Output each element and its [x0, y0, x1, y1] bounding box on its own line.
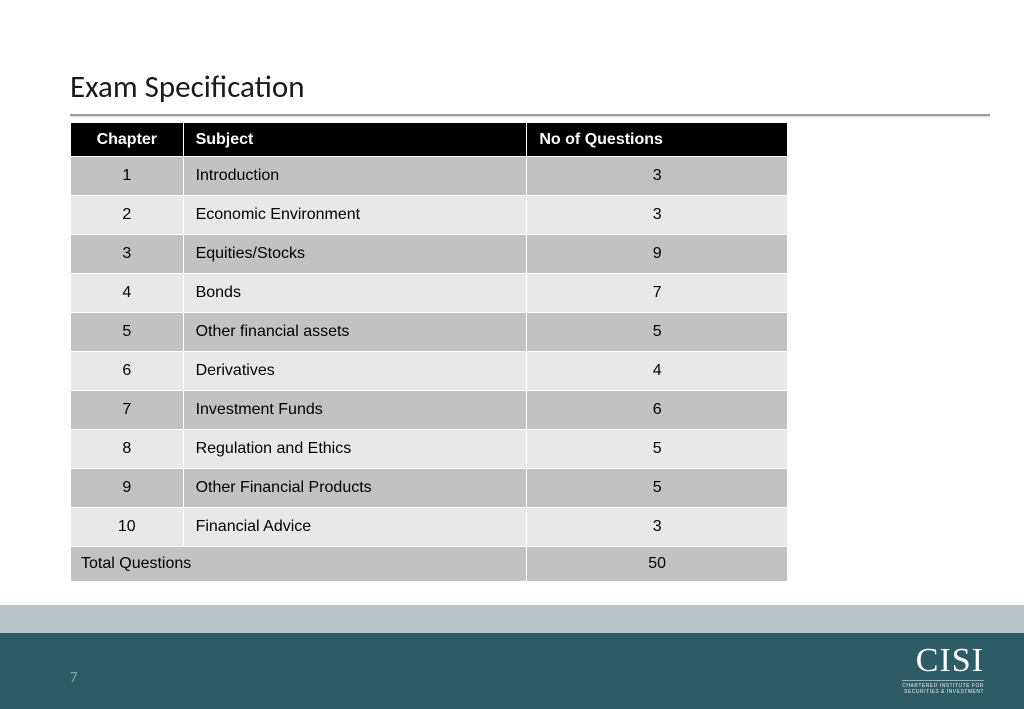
cell-chapter: 10 — [71, 508, 183, 546]
total-label: Total Questions — [71, 547, 526, 581]
cell-chapter: 2 — [71, 196, 183, 234]
col-header-chapter: Chapter — [71, 123, 183, 156]
table-row: 5Other financial assets5 — [71, 313, 787, 351]
slide-content: Exam Specification Chapter Subject No of… — [0, 0, 1024, 582]
table-row: 4Bonds7 — [71, 274, 787, 312]
table-row: 2Economic Environment3 — [71, 196, 787, 234]
col-header-subject: Subject — [184, 123, 527, 156]
page-title: Exam Specification — [70, 68, 968, 106]
cell-chapter: 9 — [71, 469, 183, 507]
logo-subtext: CHARTERED INSTITUTE FOR SECURITIES & INV… — [902, 680, 984, 695]
exam-spec-table: Chapter Subject No of Questions 1Introdu… — [70, 122, 788, 582]
cell-subject: Regulation and Ethics — [184, 430, 527, 468]
table-row: 10Financial Advice3 — [71, 508, 787, 546]
cell-chapter: 6 — [71, 352, 183, 390]
page-number: 7 — [70, 669, 78, 687]
cell-subject: Economic Environment — [184, 196, 527, 234]
footer-dark-band — [0, 633, 1024, 709]
cell-chapter: 8 — [71, 430, 183, 468]
footer-light-band — [0, 605, 1024, 633]
table-total-row: Total Questions 50 — [71, 547, 787, 581]
cell-subject: Introduction — [184, 157, 527, 195]
table-row: 7Investment Funds6 — [71, 391, 787, 429]
cell-questions: 3 — [527, 196, 787, 234]
table-row: 9Other Financial Products5 — [71, 469, 787, 507]
table-row: 3Equities/Stocks9 — [71, 235, 787, 273]
cell-questions: 3 — [527, 157, 787, 195]
cell-questions: 3 — [527, 508, 787, 546]
cell-questions: 5 — [527, 313, 787, 351]
table-header-row: Chapter Subject No of Questions — [71, 123, 787, 156]
cell-questions: 5 — [527, 469, 787, 507]
col-header-questions: No of Questions — [527, 123, 787, 156]
cell-chapter: 1 — [71, 157, 183, 195]
cell-questions: 5 — [527, 430, 787, 468]
total-value: 50 — [527, 547, 787, 581]
cell-subject: Financial Advice — [184, 508, 527, 546]
cell-subject: Derivatives — [184, 352, 527, 390]
table-row: 6Derivatives4 — [71, 352, 787, 390]
cell-subject: Investment Funds — [184, 391, 527, 429]
table-row: 8Regulation and Ethics5 — [71, 430, 787, 468]
cell-questions: 9 — [527, 235, 787, 273]
cisi-logo: CISI CHARTERED INSTITUTE FOR SECURITIES … — [902, 644, 984, 695]
table-row: 1Introduction3 — [71, 157, 787, 195]
cell-questions: 6 — [527, 391, 787, 429]
cell-chapter: 3 — [71, 235, 183, 273]
cell-subject: Equities/Stocks — [184, 235, 527, 273]
footer: 7 CISI CHARTERED INSTITUTE FOR SECURITIE… — [0, 605, 1024, 709]
cell-subject: Bonds — [184, 274, 527, 312]
cell-chapter: 7 — [71, 391, 183, 429]
cell-subject: Other financial assets — [184, 313, 527, 351]
cell-chapter: 4 — [71, 274, 183, 312]
cell-questions: 7 — [527, 274, 787, 312]
cell-questions: 4 — [527, 352, 787, 390]
logo-text: CISI — [902, 644, 984, 678]
cell-subject: Other Financial Products — [184, 469, 527, 507]
title-underline — [70, 114, 990, 116]
cell-chapter: 5 — [71, 313, 183, 351]
